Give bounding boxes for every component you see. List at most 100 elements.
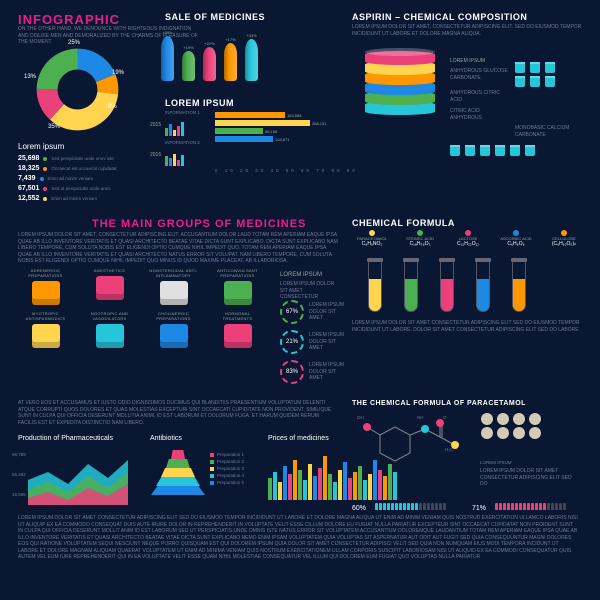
pill-icon — [481, 427, 493, 439]
legend-item: 12,552Enim ad minim veniam — [18, 195, 116, 202]
medicine-item: ANESTHETICS — [82, 268, 137, 305]
cup-icon — [465, 145, 475, 156]
mini-bars-2015 — [165, 118, 184, 136]
production-title: Production of Pharmaceuticals — [18, 435, 113, 442]
cup-icon — [530, 76, 540, 87]
people-row — [495, 503, 566, 510]
person-icon — [387, 503, 390, 510]
price-bar — [273, 472, 277, 500]
price-bar — [308, 464, 312, 500]
rings-body: LOREM IPSUM DOLOR SIT AMET CONSECTETUR — [280, 281, 340, 301]
test-tube-icon — [512, 262, 526, 312]
medicine-item: NOOTROPIC AND VASODILATORS — [82, 311, 137, 348]
person-icon — [527, 503, 530, 510]
pyramid — [143, 450, 213, 495]
donut-pct: 19% — [112, 70, 124, 76]
prod-y: 96,789 — [12, 452, 26, 457]
formula-item: LACTOSEC₁₂H₂₂O₁₁ — [448, 230, 488, 247]
donut-pct: 25% — [68, 40, 80, 46]
ring-item: 83%LOREM IPSUM DOLOR SIT AMET — [280, 360, 349, 384]
person-icon — [399, 503, 402, 510]
price-bar — [348, 478, 352, 500]
person-icon — [419, 503, 422, 510]
person-icon — [435, 503, 438, 510]
price-bar — [338, 470, 342, 500]
price-bar — [298, 470, 302, 500]
formula-item: STEARIC ACIDC₁₈H₃₆O₂ — [400, 230, 440, 247]
person-icon — [547, 503, 550, 510]
mini-bar — [181, 155, 184, 166]
pct2: 71% — [472, 505, 486, 512]
asp-lbl: CITRIC ACID ANHYDROUS — [450, 108, 510, 121]
formula-row: PARACETAMOLC₈H₉NO₂ STEARIC ACIDC₁₈H₃₆O₂ LA… — [352, 230, 584, 247]
person-icon — [563, 503, 566, 510]
person-icon — [503, 503, 506, 510]
prices-title: Prices of medicines — [268, 435, 329, 442]
atom-lbl: O — [443, 415, 447, 420]
formula-title: CHEMICAL FORMULA — [352, 218, 455, 228]
person-icon — [431, 503, 434, 510]
pyramid-layer — [166, 459, 190, 468]
bottom-body: AT VERO EOS ET ACCUSAMUS ET IUSTO ODIO D… — [18, 400, 338, 426]
legend-item: 25,698Sed perspiciatis unde omni iste — [18, 155, 116, 162]
mini-bar — [181, 122, 184, 136]
person-icon — [415, 503, 418, 510]
aspirin-title: ASPIRIN – CHEMICAL COMPOSITION — [352, 12, 527, 22]
person-icon — [559, 503, 562, 510]
person-icon — [391, 503, 394, 510]
formula-body: LOREM IPSUM DOLOR SIT AMET CONSECTETUR A… — [352, 320, 582, 333]
sale-cones: +39%+19%+22%+17%+33% — [160, 30, 259, 81]
medicine-grid: ADRENERGIC PREPARATIONSANESTHETICSNONSTE… — [18, 268, 272, 348]
rings-title: LOREM IPSUM — [280, 272, 322, 278]
area-chart — [28, 450, 128, 505]
test-tube-icon — [368, 262, 382, 312]
donut-pct: 35% — [48, 124, 60, 130]
mini-bar — [165, 128, 168, 136]
para-caption: LOREM IPSUM — [480, 460, 512, 465]
person-icon — [403, 503, 406, 510]
price-bar — [323, 456, 327, 500]
price-bar — [313, 476, 317, 500]
person-icon — [499, 503, 502, 510]
para-title: THE CHEMICAL FORMULA OF PARACETAMOL — [352, 400, 526, 407]
person-icon — [395, 503, 398, 510]
donut-pct: 8% — [108, 104, 117, 110]
pyr-legend-item: Preparation 1 — [210, 452, 244, 457]
rings: 67%LOREM IPSUM DOLOR SIT AMET21%LOREM IP… — [280, 300, 349, 384]
donut-chart: 25% 19% 8% 35% 13% — [30, 42, 125, 137]
cone: +17% — [223, 37, 238, 81]
formula-item: PARACETAMOLC₈H₉NO₂ — [352, 230, 392, 247]
ring-item: 21%LOREM IPSUM DOLOR SIT AMET — [280, 330, 349, 354]
pill-icon — [529, 427, 541, 439]
pill-icon — [497, 427, 509, 439]
mini-bar — [169, 158, 172, 166]
pill-icon — [481, 413, 493, 425]
person-icon — [511, 503, 514, 510]
price-bar — [303, 480, 307, 500]
person-icon — [531, 503, 534, 510]
pyramid-layer — [151, 486, 205, 495]
price-bar — [328, 474, 332, 500]
people-row — [375, 503, 446, 510]
hbar-axis: 0 10 20 30 40 50 60 70 80 90 — [215, 168, 358, 173]
hbar: 163,588 — [215, 112, 335, 118]
hbar: 88,158 — [215, 128, 335, 134]
cup-icon — [545, 62, 555, 73]
molecule: OH NH O H₃C — [355, 415, 465, 485]
mini-bar — [177, 160, 180, 166]
donut-pct: 13% — [24, 74, 36, 80]
person-icon — [543, 503, 546, 510]
hbar: 288,131 — [215, 120, 335, 126]
prod-y: 18,596 — [12, 492, 26, 497]
tubes — [368, 262, 526, 312]
mini-bar — [165, 156, 168, 166]
person-icon — [423, 503, 426, 510]
hbars: 163,588288,13188,158108,871 — [215, 110, 335, 144]
main-title: INFOGRAPHIC — [18, 12, 120, 27]
medicine-item: NONSTEROIDAL ANTI-INFLAMMATORY — [146, 268, 201, 305]
cups-row — [450, 145, 537, 156]
person-icon — [427, 503, 430, 510]
atom-lbl: H₃C — [445, 447, 453, 452]
cone: +33% — [244, 33, 259, 81]
price-bar — [333, 482, 337, 500]
